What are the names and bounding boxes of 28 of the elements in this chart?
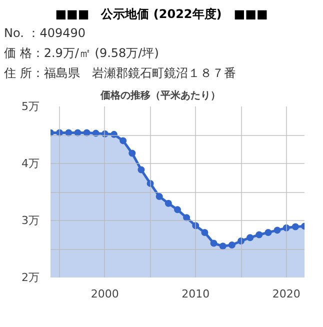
- y-tick-label: 2万: [22, 271, 40, 284]
- point: [201, 229, 208, 236]
- y-tick-label: 4万: [22, 157, 40, 170]
- text: 価 格：2.9万/㎡ (9.58万/坪): [4, 45, 159, 62]
- text: 住 所：福島県 岩瀬郡鏡石町鏡沼１８７番: [4, 65, 236, 82]
- point: [183, 214, 190, 222]
- point: [164, 200, 172, 208]
- point: [292, 223, 299, 230]
- y-tick-label: 3万: [22, 214, 40, 228]
- point: [156, 193, 163, 200]
- x-tick-label: 2010: [182, 288, 210, 301]
- point: [228, 242, 236, 249]
- point: [246, 234, 254, 242]
- y-tick-label: 5万: [22, 100, 40, 114]
- point: [128, 150, 136, 157]
- point: [256, 231, 263, 238]
- point: [174, 206, 181, 214]
- point: [264, 229, 272, 236]
- point: [120, 137, 127, 144]
- point: [138, 166, 145, 174]
- point: [219, 242, 226, 250]
- chart-subtitle: 価格の推移（平米あたり）: [100, 90, 220, 102]
- point: [274, 226, 281, 234]
- x-tick-label: 2020: [272, 288, 300, 301]
- chart-title: ■■■ 公示地価 (2022年度) ■■■: [55, 6, 268, 23]
- point: [210, 240, 218, 247]
- x-tick-label: 2000: [90, 288, 119, 301]
- text: No. ：409490: [4, 25, 86, 42]
